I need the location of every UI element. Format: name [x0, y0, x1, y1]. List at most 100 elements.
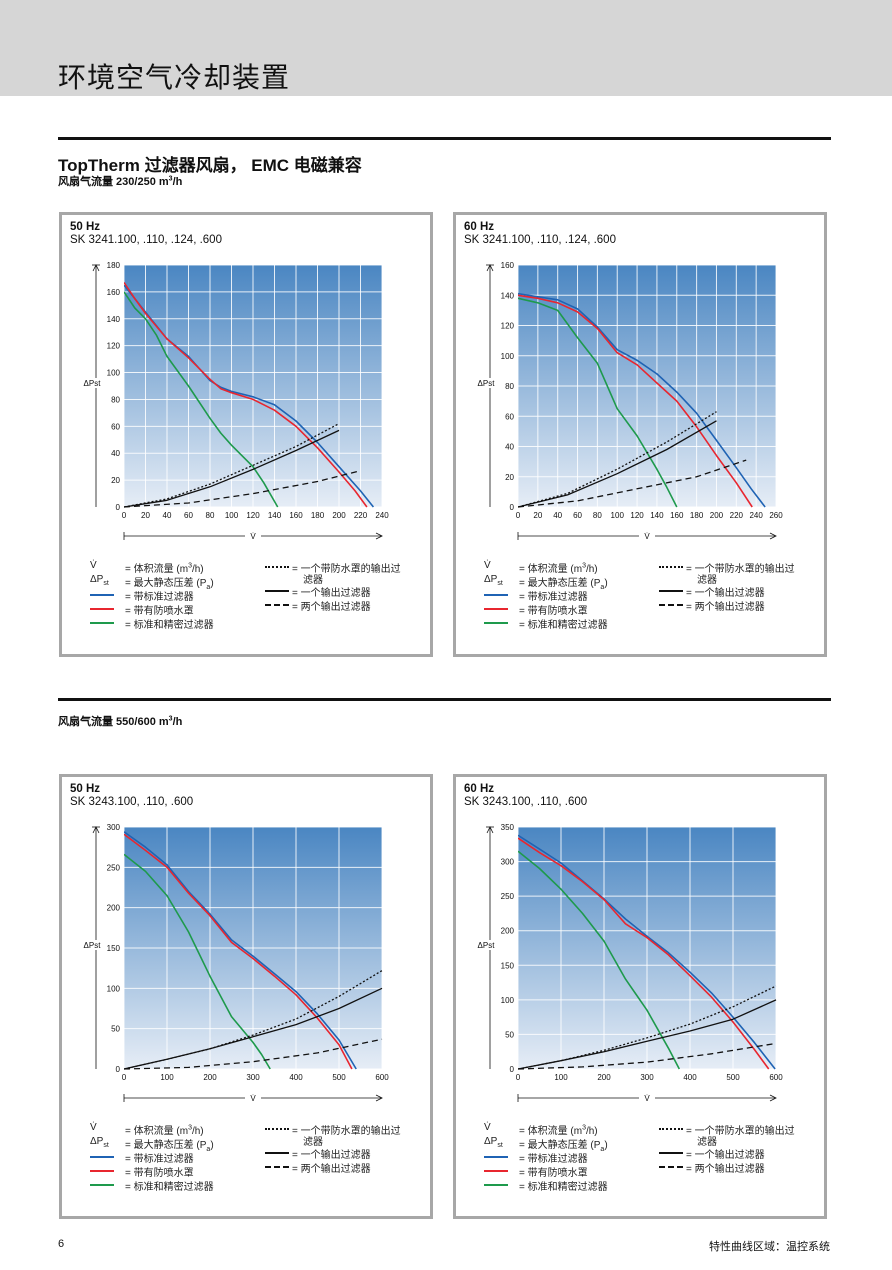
y-axis-label-bg	[84, 378, 102, 388]
legend-line-dashed	[659, 1166, 683, 1168]
x-tick-label: 0	[122, 511, 127, 520]
x-tick-label: 180	[311, 511, 325, 520]
y-tick-label: 40	[111, 449, 120, 458]
y-tick-label: 100	[501, 352, 515, 361]
series-line-black-solid	[124, 429, 340, 508]
legend-desc: = 两个输出过滤器	[292, 1164, 371, 1175]
legend-line-dotted	[659, 1128, 683, 1130]
legend-line-blue	[484, 1156, 508, 1158]
legend-desc: = 带标准过滤器	[125, 592, 194, 603]
chart-panel-50hz-sk3243: 50 Hz SK 3243.100, .110, .600 V̇ = 体积流量 …	[59, 774, 433, 1219]
y-axis-label: ΔPst	[84, 941, 102, 950]
x-tick-label: 300	[246, 1073, 260, 1082]
x-tick-label: 500	[726, 1073, 740, 1082]
legend-line-dotted	[659, 566, 683, 568]
legend-desc: = 标准和精密过滤器	[125, 1182, 214, 1193]
x-axis-label-bg	[639, 530, 655, 540]
series-line-black-dashed	[518, 1042, 777, 1070]
series-line-blue-solid	[518, 834, 776, 1070]
x-tick-label: 200	[597, 1073, 611, 1082]
x-tick-label: 200	[710, 511, 724, 520]
x-axis-label: V̇	[250, 1094, 256, 1103]
legend-desc: 滤器	[697, 1137, 717, 1148]
x-tick-label: 240	[375, 511, 389, 520]
legend-desc: 滤器	[303, 1137, 323, 1148]
x-tick-label: 200	[203, 1073, 217, 1082]
x-tick-label: 140	[650, 511, 664, 520]
x-tick-label: 60	[184, 511, 193, 520]
series-line-black-dotted	[124, 423, 340, 508]
panel-frequency: 50 Hz	[70, 783, 101, 795]
legend-symbol: V̇	[90, 560, 97, 571]
series-line-green-solid	[124, 853, 271, 1070]
legend-line-red	[90, 608, 114, 610]
legend-desc: = 体积流量 (m3/h)	[519, 562, 598, 575]
legend-line-blue	[484, 594, 508, 596]
chart-legend: V̇ = 体积流量 (m3/h) ΔPst = 最大静态压差 (Pa) = 带标…	[90, 560, 430, 640]
x-tick-label: 300	[640, 1073, 654, 1082]
y-tick-label: 50	[111, 1025, 120, 1034]
x-axis-arrow	[769, 532, 777, 540]
y-tick-label: 160	[501, 261, 515, 270]
panel-model: SK 3241.100, .110, .124, .600	[70, 234, 222, 246]
y-tick-label: 150	[501, 961, 515, 970]
x-tick-label: 400	[683, 1073, 697, 1082]
x-tick-label: 20	[533, 511, 542, 520]
section-subtitle-1: 风扇气流量 230/250 m3/h	[58, 175, 183, 188]
legend-symbol: ΔPst	[90, 574, 109, 587]
y-tick-label: 40	[505, 443, 514, 452]
footer-text: 特性曲线区域：温控系统	[709, 1241, 830, 1253]
legend-desc: = 标准和精密过滤器	[125, 620, 214, 631]
panel-model: SK 3241.100, .110, .124, .600	[464, 234, 616, 246]
chart-svg: ΔPst 0 50 100 150 200 250 300 350 0 100 200 300 400 50…	[478, 823, 784, 1103]
legend-desc: = 一个带防水罩的输出过	[292, 564, 401, 575]
y-axis-arrow	[486, 264, 494, 272]
y-tick-label: 140	[107, 315, 121, 324]
series-line-red-solid	[518, 294, 753, 508]
y-tick-label: 100	[107, 984, 121, 993]
legend-symbol: ΔPst	[484, 574, 503, 587]
y-axis-label-bg	[478, 940, 496, 950]
x-axis-label-bg	[245, 1092, 261, 1102]
legend-desc: = 最大静态压差 (Pa)	[519, 578, 608, 591]
x-tick-label: 40	[553, 511, 562, 520]
series-line-green-solid	[124, 291, 279, 508]
legend-desc: = 带有防喷水罩	[519, 606, 588, 617]
section-subtitle-2: 风扇气流量 550/600 m3/h	[58, 715, 183, 728]
legend-desc: = 带标准过滤器	[519, 592, 588, 603]
header-band	[0, 0, 892, 96]
series-line-red-solid	[124, 282, 368, 508]
x-tick-label: 200	[332, 511, 346, 520]
legend-desc: = 一个输出过滤器	[292, 588, 371, 599]
section-rule-2	[58, 698, 831, 701]
x-tick-label: 500	[332, 1073, 346, 1082]
legend-desc: = 带有防喷水罩	[125, 1168, 194, 1179]
legend-desc: = 带有防喷水罩	[519, 1168, 588, 1179]
legend-desc: = 两个输出过滤器	[686, 1164, 765, 1175]
legend-desc: 滤器	[303, 575, 323, 586]
legend-line-blue	[90, 1156, 114, 1158]
y-tick-label: 150	[107, 944, 121, 953]
y-axis-label-bg	[478, 378, 496, 388]
legend-desc: = 体积流量 (m3/h)	[125, 562, 204, 575]
y-axis-label: ΔPst	[478, 379, 496, 388]
page-number: 6	[58, 1238, 65, 1250]
y-tick-label: 60	[505, 412, 514, 421]
legend-line-green	[90, 622, 114, 624]
y-tick-label: 0	[116, 1065, 121, 1074]
chart-svg: ΔPst 0 20 40 60 80 100 120 140 160 180 0 20 40 60 80 100…	[84, 261, 390, 541]
y-axis-label-bg	[84, 940, 102, 950]
y-tick-label: 300	[501, 858, 515, 867]
chart-svg: ΔPst 0 20 40 60 80 100 120 140 160 0 20 40 60 80 100 120…	[478, 261, 784, 541]
y-tick-label: 80	[505, 382, 514, 391]
series-line-black-solid	[124, 987, 383, 1070]
chart-panel-60hz-sk3243: 60 Hz SK 3243.100, .110, .600 V̇ = 体积流量 …	[453, 774, 827, 1219]
x-tick-label: 80	[206, 511, 215, 520]
chart-panel-60hz-sk3241: 60 Hz SK 3241.100, .110, .124, .600 V̇ =…	[453, 212, 827, 657]
x-tick-label: 40	[163, 511, 172, 520]
x-axis-arrow	[769, 1094, 777, 1102]
y-tick-label: 60	[111, 422, 120, 431]
x-tick-label: 140	[268, 511, 282, 520]
y-axis-label: ΔPst	[84, 379, 102, 388]
legend-desc: = 标准和精密过滤器	[519, 620, 608, 631]
